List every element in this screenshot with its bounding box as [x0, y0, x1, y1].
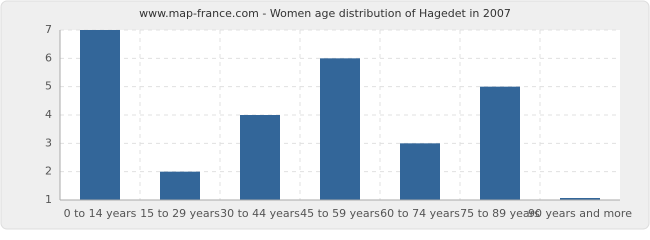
bar	[320, 58, 360, 201]
x-tick-label: 90 years and more	[528, 207, 632, 220]
bar	[400, 143, 440, 200]
x-tick-label: 45 to 59 years	[300, 207, 380, 220]
y-tick-label: 7	[45, 23, 52, 36]
y-tick-label: 1	[45, 193, 52, 206]
chart: www.map-france.com - Women age distribut…	[0, 0, 650, 230]
x-tick-label: 75 to 89 years	[460, 207, 540, 220]
y-tick-label: 3	[45, 136, 52, 149]
bar	[80, 30, 120, 200]
x-tick-label: 60 to 74 years	[380, 207, 460, 220]
y-tick-label: 2	[45, 165, 52, 178]
bar	[240, 115, 280, 200]
x-tick-label: 15 to 29 years	[140, 207, 220, 220]
y-tick-label: 6	[45, 51, 52, 64]
y-tick-label: 4	[45, 108, 52, 121]
bar	[160, 171, 200, 200]
chart-title: www.map-france.com - Women age distribut…	[139, 7, 511, 20]
page: {"chart_data": {"type": "bar", "title": …	[0, 0, 650, 230]
x-tick-label: 0 to 14 years	[64, 207, 137, 220]
bar	[480, 86, 520, 200]
y-tick-label: 5	[45, 80, 52, 93]
x-tick-label: 30 to 44 years	[220, 207, 300, 220]
bar	[560, 198, 600, 200]
